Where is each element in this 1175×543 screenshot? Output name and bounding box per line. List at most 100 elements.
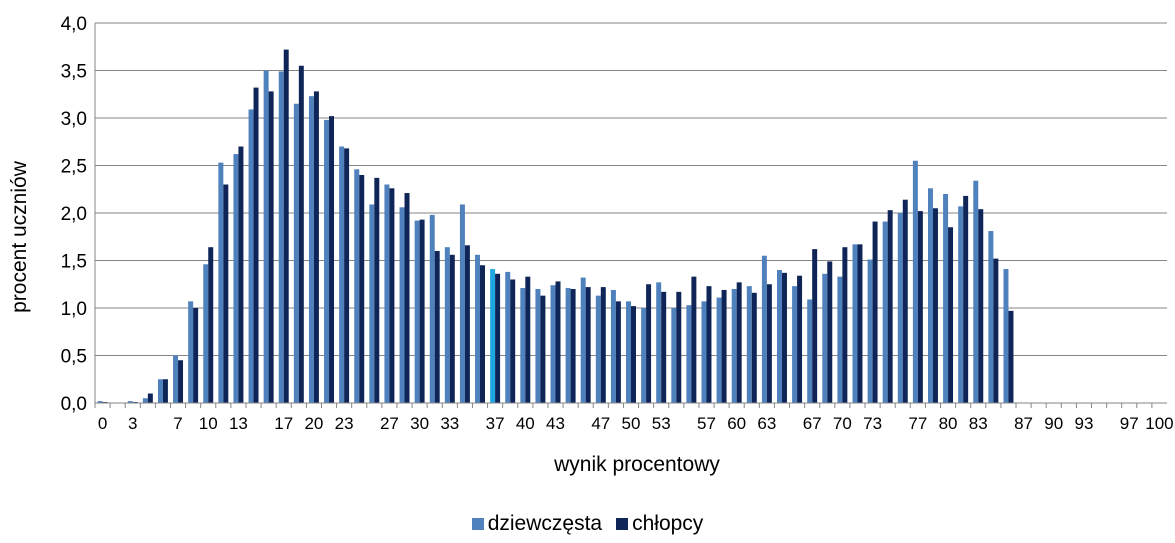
bar-dziewczeta: [97, 401, 103, 403]
bar-chlopcy: [555, 281, 561, 403]
legend-swatch-chlopcy: [616, 518, 629, 530]
bar-dziewczeta: [550, 285, 556, 403]
bar-dziewczeta: [293, 103, 299, 403]
bar-chlopcy: [178, 360, 184, 403]
bar-chlopcy: [238, 146, 244, 403]
bar-dziewczeta: [203, 264, 209, 403]
bar-chlopcy: [208, 247, 214, 403]
x-tick-label: 40: [516, 414, 535, 433]
gridlines: [95, 22, 1167, 356]
bar-dziewczeta: [188, 301, 194, 403]
bar-dziewczeta: [822, 273, 828, 403]
x-tick-label: 47: [591, 414, 610, 433]
bar-dziewczeta: [354, 169, 360, 403]
bar-chlopcy: [298, 65, 304, 403]
x-tick-label: 3: [128, 414, 137, 433]
bar-chlopcy: [721, 289, 727, 403]
bar-chlopcy: [329, 116, 335, 403]
x-tick-label: 100: [1145, 414, 1173, 433]
bar-dziewczeta: [490, 269, 496, 403]
bar-dziewczeta: [867, 259, 873, 403]
x-tick-label: 77: [908, 414, 927, 433]
bar-chlopcy: [600, 287, 606, 403]
bar-dziewczeta: [278, 71, 284, 403]
bar-chlopcy: [525, 276, 531, 403]
x-tick-label: 93: [1074, 414, 1093, 433]
bar-dziewczeta: [610, 289, 616, 403]
bar-dziewczeta: [263, 70, 269, 403]
y-axis-title: procent uczniów: [8, 160, 31, 313]
x-tick-label: 20: [304, 414, 323, 433]
bar-chlopcy: [344, 148, 350, 403]
bar-chart: 0,00,51,01,52,02,53,03,54,0 0 3 7 10 13 17 20 2…: [8, 14, 1174, 476]
bar-chlopcy: [948, 227, 954, 403]
bar-dziewczeta: [535, 289, 541, 403]
bar-dziewczeta: [399, 207, 405, 403]
bar-dziewczeta: [746, 286, 752, 403]
bar-chlopcy: [978, 209, 984, 403]
x-tick-label: 90: [1044, 414, 1063, 433]
bar-dziewczeta: [339, 146, 345, 403]
bar-dziewczeta: [414, 220, 420, 403]
bar-chlopcy: [147, 393, 153, 403]
bar-chlopcy: [434, 251, 440, 403]
bar-chlopcy: [480, 265, 485, 403]
bar-chlopcy: [751, 292, 757, 403]
bar-chlopcy: [374, 177, 380, 403]
bar-chlopcy: [1008, 310, 1014, 403]
bar-chlopcy: [797, 275, 803, 403]
y-tick-label: 2,5: [61, 157, 87, 178]
x-tick-label: 60: [727, 414, 746, 433]
bar-dziewczeta: [157, 379, 163, 403]
x-tick-label: 43: [546, 414, 565, 433]
x-tick-label: 83: [969, 414, 988, 433]
x-tick-label: 87: [1014, 414, 1033, 433]
bar-chlopcy: [902, 199, 908, 403]
y-tick-label: 0,5: [61, 347, 87, 368]
legend-item-chlopcy: chłopcy: [616, 512, 703, 536]
bar-dziewczeta: [218, 162, 224, 403]
x-tick-label: 67: [803, 414, 822, 433]
x-tick-label: 0: [98, 414, 107, 433]
bar-dziewczeta: [626, 301, 631, 403]
legend-label-dziewczeta: dziewczęsta: [487, 512, 603, 535]
bar-dziewczeta: [459, 204, 465, 403]
x-tick-label: 23: [335, 414, 354, 433]
bar-chlopcy: [887, 210, 893, 403]
bar-dziewczeta: [127, 401, 133, 403]
bar-chlopcy: [359, 175, 365, 403]
bar-chlopcy: [615, 301, 621, 403]
bar-dziewczeta: [1003, 269, 1009, 403]
x-tick-label: 73: [863, 414, 882, 433]
x-axis-title: wynik procentowy: [553, 453, 720, 476]
bar-chlopcy: [857, 244, 863, 403]
bar-chlopcy: [917, 211, 923, 403]
legend-label-chlopcy: chłopcy: [632, 512, 704, 535]
bar-chlopcy: [570, 289, 576, 403]
bar-dziewczeta: [943, 194, 949, 403]
bar-chlopcy: [812, 249, 818, 403]
bar-dziewczeta: [988, 231, 994, 403]
bar-chlopcy: [766, 284, 772, 403]
x-tick-labels: 0 3 7 10 13 17 20 23 27 30 33 37 40 43 47 50 53 57 60 63 67 7…: [94, 403, 1174, 433]
bar-chlopcy: [631, 306, 636, 403]
x-tick-label: 80: [939, 414, 958, 433]
x-tick-label: 10: [199, 414, 218, 433]
bar-dziewczeta: [958, 206, 964, 403]
bar-dziewczeta: [792, 286, 798, 403]
x-tick-label: 70: [833, 414, 852, 433]
bar-dziewczeta: [671, 308, 677, 403]
y-tick-label: 2,0: [61, 204, 87, 225]
y-tick-label: 1,0: [61, 299, 87, 320]
bar-chlopcy: [827, 261, 833, 403]
bar-chlopcy: [781, 272, 787, 403]
bar-dziewczeta: [505, 271, 511, 403]
bar-dziewczeta: [641, 308, 647, 403]
x-tick-label: 97: [1120, 414, 1139, 433]
x-tick-label: 33: [440, 414, 459, 433]
x-tick-label: 13: [229, 414, 248, 433]
bar-chlopcy: [419, 219, 425, 403]
bar-chlopcy: [585, 287, 591, 403]
bar-chlopcy: [404, 193, 410, 403]
bar-chlopcy: [193, 308, 199, 403]
